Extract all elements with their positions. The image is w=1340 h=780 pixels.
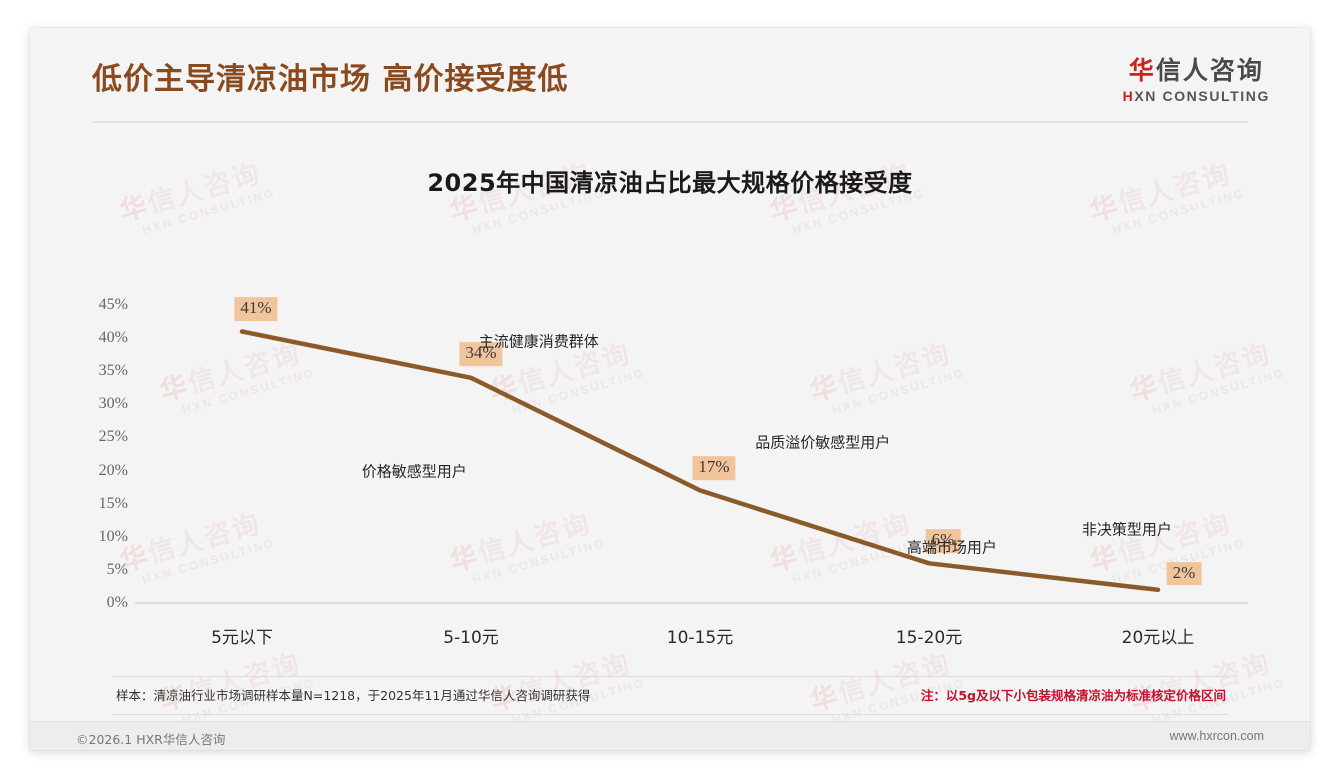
brand-logo-cn: 华信人咨询 (1123, 56, 1270, 85)
chart-svg (135, 329, 1248, 604)
sample-note: 样本：清凉油行业市场调研样本量N=1218，于2025年11月通过华信人咨询调研… (116, 688, 591, 703)
remark-note: 注：以5g及以下小包装规格清凉油为标准核定价格区间 (920, 688, 1226, 703)
x-axis-tick: 5元以下 (211, 628, 273, 648)
note-divider-top (112, 676, 1228, 677)
chart-plot-area: 0% 5% 10% 15% 20% 25% 30% 35% 40% 45% 5元以下 5-10元 10-… (30, 28, 1310, 750)
y-axis-tick: 30% (98, 395, 128, 413)
brand-logo-en-red: H (1122, 88, 1135, 105)
chart-annotation: 高端市场用户 (906, 538, 997, 557)
data-label: 41% (234, 297, 278, 322)
copyright-text: ©2026.1 HXR华信人咨询 (76, 732, 226, 747)
brand-logo-cn-rest: 信人咨询 (1155, 56, 1264, 85)
chart-annotation: 价格敏感型用户 (361, 462, 467, 481)
y-axis-tick: 35% (98, 362, 128, 380)
slide-header: 低价主导清凉油市场 高价接受度低 华信人咨询 HXN CONSULTING (30, 28, 1310, 123)
chart-annotation: 主流健康消费群体 (478, 332, 599, 351)
y-axis-tick: 15% (98, 494, 128, 512)
slide-card: 华信人咨询 HXN CONSULTING 华信人咨询 HXN CONSULTING 华信… (30, 28, 1310, 750)
y-axis-tick: 40% (98, 329, 128, 347)
data-label: 2% (1166, 561, 1202, 586)
data-label: 17% (692, 456, 736, 481)
brand-logo-en: HXN CONSULTING (1123, 88, 1270, 104)
brand-logo-cn-red: 华 (1128, 56, 1156, 85)
website-text[interactable]: www.hxrcon.com (1169, 729, 1264, 743)
chart-annotation: 非决策型用户 (1081, 520, 1172, 539)
y-axis-tick: 45% (98, 296, 128, 313)
y-axis-tick: 25% (98, 428, 128, 446)
series-line (239, 329, 1161, 593)
y-axis-tick: 10% (98, 527, 128, 545)
data-label: 34% (459, 342, 503, 366)
bottom-bar: ©2026.1 HXR华信人咨询 www.hxrcon.com (30, 721, 1310, 750)
brand-logo: 华信人咨询 HXN CONSULTING (1123, 56, 1270, 104)
chart-title: 2025年中国清凉油占比最大规格价格接受度 (427, 169, 913, 197)
x-axis-tick: 15-20元 (895, 628, 963, 648)
y-axis-tick: 0% (106, 594, 128, 611)
y-axis-tick: 5% (106, 560, 128, 578)
page-title: 低价主导清凉油市场 高价接受度低 (92, 62, 569, 97)
header-divider (92, 121, 1248, 123)
x-axis-tick: 5-10元 (443, 628, 499, 648)
x-axis-tick: 10-15元 (666, 628, 734, 648)
y-axis-tick: 20% (98, 461, 128, 479)
chart-annotation: 品质溢价敏感型用户 (755, 433, 891, 452)
data-label: 6% (925, 529, 961, 554)
note-divider-bottom (112, 714, 1228, 715)
brand-logo-en-rest: XN CONSULTING (1134, 88, 1270, 105)
x-axis-tick: 20元以上 (1121, 628, 1195, 648)
